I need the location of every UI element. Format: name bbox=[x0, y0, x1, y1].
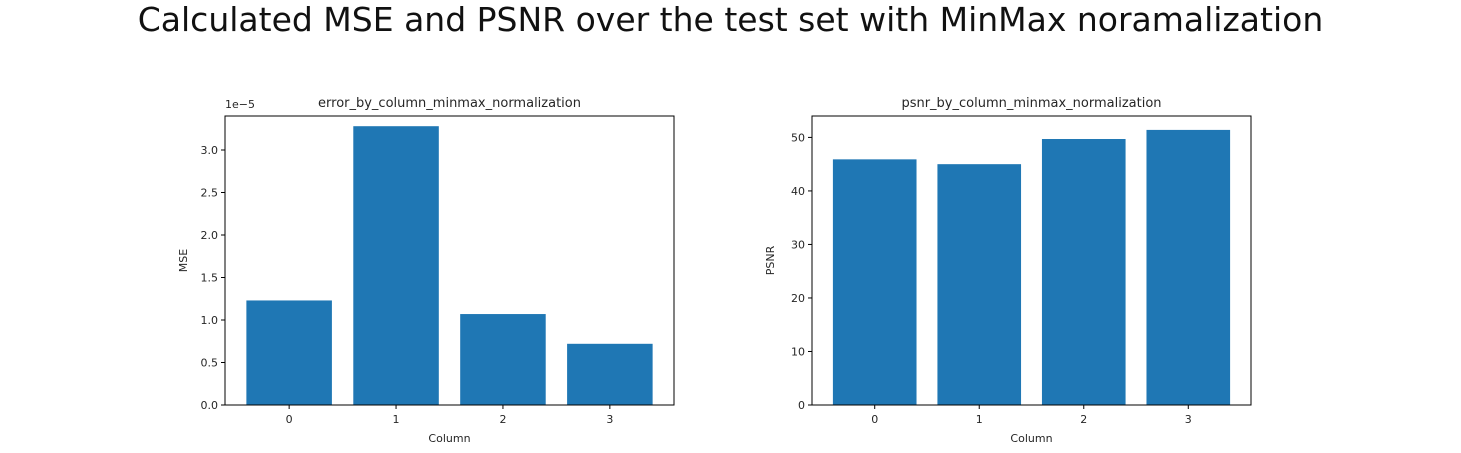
y-tick-label: 30 bbox=[791, 238, 805, 251]
y-tick-label: 20 bbox=[791, 292, 805, 305]
axes-frame bbox=[224, 115, 675, 406]
x-tick-label: 3 bbox=[606, 413, 613, 426]
y-tick-label: 1.0 bbox=[201, 314, 219, 327]
x-axis-label: Column bbox=[428, 432, 470, 445]
x-tick-label: 2 bbox=[1080, 413, 1087, 426]
bar-mse-2 bbox=[460, 314, 546, 405]
y-tick-label: 10 bbox=[791, 345, 805, 358]
y-tick-label: 3.0 bbox=[201, 144, 219, 157]
axes-frame bbox=[811, 115, 1252, 406]
y-tick-label: 2.0 bbox=[201, 229, 219, 242]
y-tick-label: 0 bbox=[798, 399, 805, 412]
x-tick-label: 0 bbox=[286, 413, 293, 426]
bar-mse-1 bbox=[353, 126, 439, 405]
page-title: Calculated MSE and PSNR over the test se… bbox=[137, 0, 1324, 39]
y-tick-label: 50 bbox=[791, 131, 805, 144]
y-tick-label: 0.0 bbox=[201, 399, 219, 412]
x-axis-label: Column bbox=[1010, 432, 1052, 445]
bar-mse-0 bbox=[246, 300, 332, 405]
chart-title: error_by_column_minmax_normalization bbox=[318, 96, 581, 111]
x-tick-label: 1 bbox=[393, 413, 400, 426]
y-axis-label: PSNR bbox=[764, 245, 777, 275]
bar-psnr-2 bbox=[1041, 139, 1126, 405]
x-tick-label: 2 bbox=[499, 413, 506, 426]
x-tick-label: 0 bbox=[871, 413, 878, 426]
bar-mse-3 bbox=[567, 343, 653, 405]
x-tick-label: 1 bbox=[976, 413, 983, 426]
y-tick-label: 0.5 bbox=[201, 357, 219, 370]
y-tick-label: 40 bbox=[791, 185, 805, 198]
psnr-chart: 0 10 20 30 40 50 0 1 2 3 psnr_by_column_minmax_nor… bbox=[764, 96, 1252, 445]
bar-psnr-1 bbox=[937, 164, 1022, 405]
y-tick-label: 2.5 bbox=[201, 187, 219, 200]
bar-psnr-3 bbox=[1146, 129, 1231, 405]
chart-title: psnr_by_column_minmax_normalization bbox=[901, 96, 1161, 111]
bar-psnr-0 bbox=[832, 159, 917, 405]
mse-chart: 0.0 0.5 1.0 1.5 2.0 2.5 3.0 0 1 2 3 error_by_column… bbox=[177, 96, 675, 445]
y-tick-label: 1.5 bbox=[201, 272, 219, 285]
y-offset-label: 1e−5 bbox=[225, 98, 255, 111]
y-axis-label: MSE bbox=[177, 249, 190, 272]
x-tick-label: 3 bbox=[1185, 413, 1192, 426]
